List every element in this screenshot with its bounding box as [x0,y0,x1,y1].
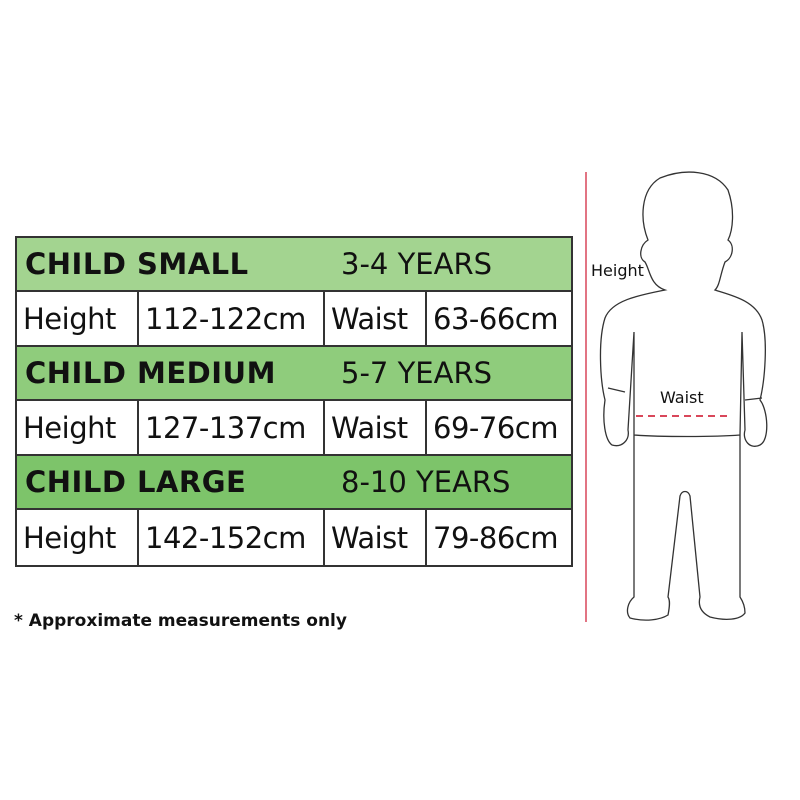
height-value-cell: 142-152cm [139,510,325,565]
size-chart-table: CHILD SMALL 3-4 YEARS Height 112-122cm Waist… [15,236,573,567]
height-value-cell: 112-122cm [139,292,325,345]
size-name: CHILD LARGE [25,465,247,499]
child-outline [599,171,768,621]
height-label-cell: Height [17,401,139,454]
size-measure-row: Height 142-152cm Waist 79-86cm [17,510,571,565]
size-name: CHILD MEDIUM [25,356,276,390]
height-label-cell: Height [17,510,139,565]
height-value-cell: 127-137cm [139,401,325,454]
waist-value-cell: 63-66cm [433,301,558,336]
size-header-row: CHILD MEDIUM 5-7 YEARS [17,347,571,401]
footnote: * Approximate measurements only [14,611,347,631]
waist-value-cell: 69-76cm [433,410,558,445]
waist-label-cell: Waist [325,401,427,454]
height-label: Height [591,261,644,280]
size-header-row: CHILD LARGE 8-10 YEARS [17,456,571,510]
height-label-cell: Height [17,292,139,345]
size-age: 3-4 YEARS [341,247,493,281]
waist-label-cell: Waist [325,292,427,345]
waist-label: Waist [660,388,704,407]
size-name: CHILD SMALL [25,247,249,281]
size-age: 8-10 YEARS [341,465,511,499]
size-measure-row: Height 112-122cm Waist 63-66cm [17,292,571,347]
waist-label-cell: Waist [325,510,427,565]
waist-value-cell: 79-86cm [433,520,558,555]
size-age: 5-7 YEARS [341,356,493,390]
size-measure-row: Height 127-137cm Waist 69-76cm [17,401,571,456]
size-header-row: CHILD SMALL 3-4 YEARS [17,238,571,292]
